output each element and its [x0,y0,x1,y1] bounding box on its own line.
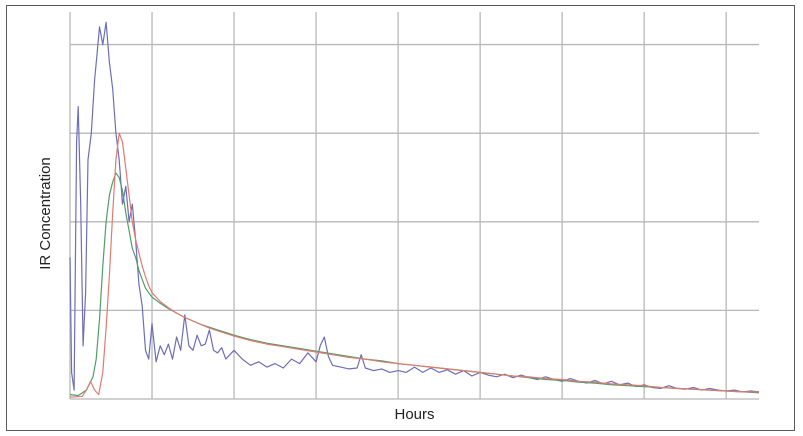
grid [70,12,759,399]
series-line-1 [70,22,759,392]
chart-frame: Hours IR Concentration [6,5,795,431]
line-chart: Hours IR Concentration [7,6,794,430]
series-line-2 [70,173,759,395]
y-axis-label: IR Concentration [37,157,54,270]
x-axis-label: Hours [394,406,434,423]
series-group [70,22,759,397]
